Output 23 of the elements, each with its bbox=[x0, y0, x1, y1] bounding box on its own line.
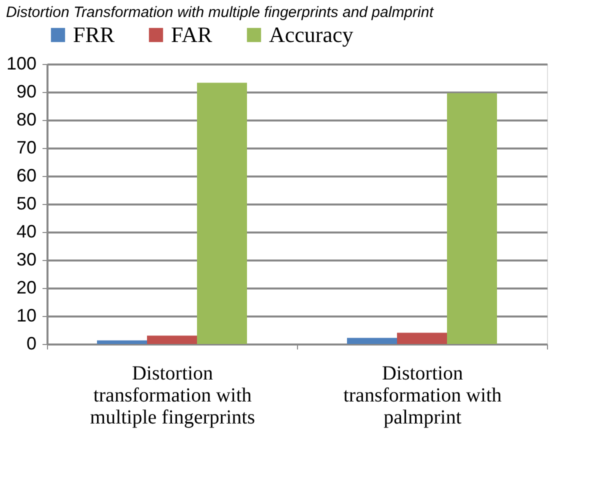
y-tick-label: 100 bbox=[6, 54, 36, 74]
y-tick-label: 50 bbox=[16, 194, 36, 214]
y-tick-label: 70 bbox=[16, 138, 36, 158]
legend-label: FRR bbox=[73, 22, 115, 47]
x-tick-label: Distortion transformation with multiple fingerprints bbox=[90, 362, 256, 428]
y-tick-label: 60 bbox=[16, 166, 36, 186]
bar bbox=[347, 338, 397, 344]
y-tick-label: 90 bbox=[16, 82, 36, 102]
x-tick-label: Distortion transformation with palmprint bbox=[343, 362, 502, 428]
bar bbox=[447, 93, 497, 344]
y-tick-label: 20 bbox=[16, 278, 36, 298]
legend-label: Accuracy bbox=[269, 22, 354, 47]
bar bbox=[397, 332, 447, 344]
y-tick-label: 0 bbox=[26, 334, 36, 354]
bar bbox=[97, 340, 147, 344]
chart-title: Distortion Transformation with multiple fingerprints and palmprint bbox=[6, 4, 434, 21]
bar bbox=[147, 336, 197, 344]
y-tick-label: 80 bbox=[16, 110, 36, 130]
legend-label: FAR bbox=[171, 22, 212, 47]
y-tick-label: 40 bbox=[16, 222, 36, 242]
y-tick-label: 10 bbox=[16, 306, 36, 326]
bar bbox=[197, 82, 247, 344]
y-tick-label: 30 bbox=[16, 250, 36, 270]
